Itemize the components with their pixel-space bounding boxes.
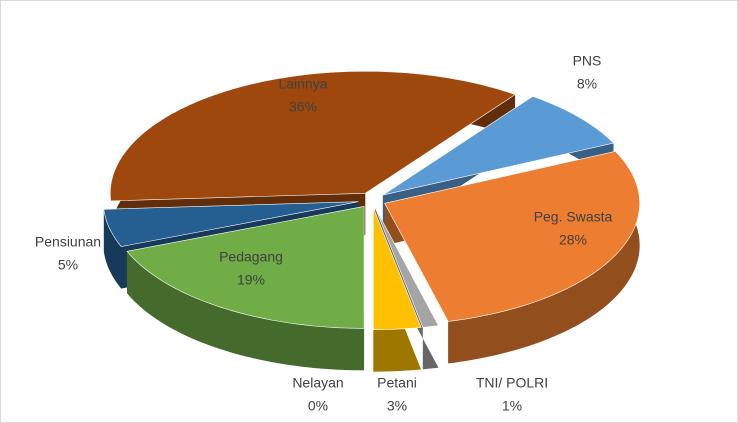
slice-value-label: 1% (502, 398, 522, 414)
slice-value-label: 3% (387, 398, 407, 414)
slice (103, 201, 359, 247)
pie-labels: PNS 8% Peg. Swasta 28% TNI/ POLRI 1% Petani 3% N… (35, 53, 613, 414)
slice-label: Lainnya (278, 76, 327, 92)
pie-tops (103, 71, 641, 331)
slice-label: Peg. Swasta (534, 209, 613, 225)
slice-label: Nelayan (292, 375, 343, 391)
slice-value-label: 8% (577, 76, 597, 92)
slice (382, 96, 615, 196)
slice-label: PNS (573, 53, 602, 69)
slice (373, 207, 422, 331)
slice-label: TNI/ POLRI (476, 375, 548, 391)
slice-label: Pedagang (219, 249, 283, 265)
slice (126, 206, 365, 329)
slice-value-label: 5% (58, 257, 78, 273)
slice-value-label: 0% (308, 398, 328, 414)
slice-value-label: 19% (237, 272, 265, 288)
slice (374, 207, 439, 328)
slice-side (127, 206, 365, 371)
slice-value-label: 28% (559, 232, 587, 248)
slice (384, 150, 641, 322)
slice-label: Pensiunan (35, 234, 101, 250)
slice (110, 71, 516, 202)
slice-label: Petani (377, 375, 417, 391)
slice-value-label: 36% (289, 99, 317, 115)
